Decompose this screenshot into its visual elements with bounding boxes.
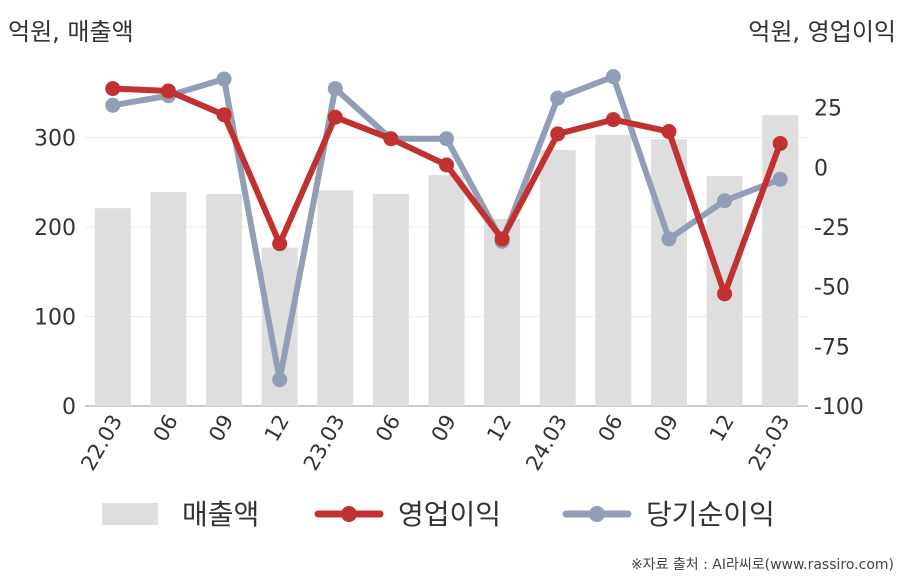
legend-label: 당기순이익 [646,498,775,531]
data-point [661,231,677,247]
source-note: ※자료 출처 : AI라씨로(www.rassiro.com) [630,557,894,573]
data-point [439,157,454,173]
bar [650,139,687,407]
right-tick-label: -100 [814,395,864,420]
bar [428,175,465,406]
bar [150,192,187,406]
data-point [327,109,343,125]
bar [206,193,243,406]
left-axis-unit: 억원, 매출액 [8,18,134,46]
x-tick-label: 09 [427,411,461,446]
right-tick-label: -25 [814,216,850,241]
x-tick-label: 24.03 [521,411,572,475]
right-tick-label: 25 [814,97,842,122]
bar [762,115,799,406]
right-axis-unit: 억원, 영업이익 [748,18,896,46]
x-tick-label: 12 [705,411,739,446]
right-tick-label: -75 [814,335,850,360]
data-point [272,372,288,388]
x-axis-ticks: 22.03 06 09 12 23.03 06 09 12 24.03 06 09 12 25.03 [76,411,794,475]
data-point [105,81,121,97]
legend-label: 영업이익 [398,498,501,531]
data-point [717,286,733,302]
data-point [383,131,399,147]
right-axis-ticks: 25 0 -25 -50 -75 -100 [814,97,864,420]
bar [317,190,354,406]
data-point [327,81,343,97]
data-point [717,193,733,209]
data-point [605,112,621,128]
bar [539,150,576,406]
left-tick-label: 100 [34,306,76,331]
data-point [105,97,121,113]
x-tick-label: 12 [482,411,516,446]
data-point [550,126,566,142]
right-tick-label: -50 [814,276,850,301]
x-tick-label: 09 [649,411,683,446]
left-axis-ticks: 0 100 200 300 [34,127,76,421]
data-point [216,107,232,123]
data-point [772,135,788,151]
bar [94,208,131,406]
left-tick-label: 0 [62,395,76,420]
line-series [105,69,788,388]
legend-swatch-bar [102,503,158,525]
x-tick-label: 06 [594,411,628,446]
left-tick-label: 300 [34,127,76,152]
legend-swatch-marker [589,506,605,522]
data-point [494,231,510,247]
bar [372,193,409,406]
left-tick-label: 200 [34,216,76,241]
data-point [439,131,454,147]
data-point [160,83,176,99]
bar [484,218,521,406]
x-tick-label: 22.03 [76,411,127,475]
legend-label: 매출액 [182,498,259,531]
legend: 매출액 영업이익 당기순이익 [102,498,775,531]
x-tick-label: 09 [204,411,238,446]
x-tick-label: 12 [260,411,294,446]
x-tick-label: 23.03 [299,411,350,475]
x-tick-label: 06 [371,411,405,446]
legend-swatch-marker [341,506,357,522]
data-point [661,124,677,140]
data-point [605,69,621,85]
x-tick-label: 25.03 [744,411,795,475]
data-point [272,236,288,252]
data-point [550,90,566,106]
x-tick-label: 06 [149,411,183,446]
right-tick-label: 0 [814,156,828,181]
bar-series [94,115,799,407]
data-point [216,71,232,87]
data-point [772,171,788,187]
bar [595,134,632,406]
